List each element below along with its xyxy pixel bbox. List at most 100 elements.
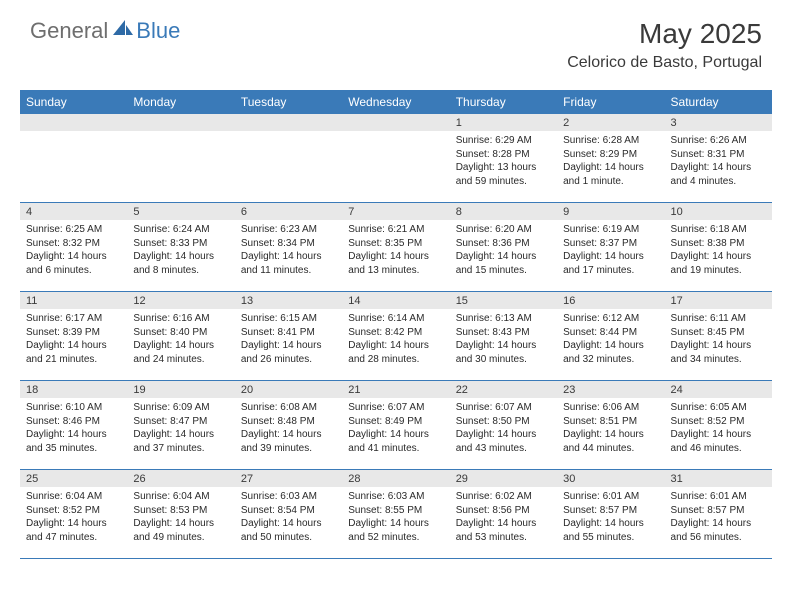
daylight-text: Daylight: 14 hours and 56 minutes. bbox=[671, 517, 766, 544]
day-header: Sunday bbox=[20, 90, 127, 114]
sunrise-text: Sunrise: 6:11 AM bbox=[671, 312, 766, 326]
day-number bbox=[127, 114, 234, 131]
daylight-text: Daylight: 14 hours and 44 minutes. bbox=[563, 428, 658, 455]
daylight-text: Daylight: 14 hours and 15 minutes. bbox=[456, 250, 551, 277]
day-number: 2 bbox=[557, 114, 664, 131]
brand-text-gray: General bbox=[30, 18, 108, 44]
daylight-text: Daylight: 14 hours and 46 minutes. bbox=[671, 428, 766, 455]
sunrise-text: Sunrise: 6:26 AM bbox=[671, 134, 766, 148]
week-row: 4Sunrise: 6:25 AMSunset: 8:32 PMDaylight… bbox=[20, 203, 772, 292]
day-cell: 22Sunrise: 6:07 AMSunset: 8:50 PMDayligh… bbox=[450, 381, 557, 469]
day-cell: 10Sunrise: 6:18 AMSunset: 8:38 PMDayligh… bbox=[665, 203, 772, 291]
sunset-text: Sunset: 8:41 PM bbox=[241, 326, 336, 340]
day-body: Sunrise: 6:08 AMSunset: 8:48 PMDaylight:… bbox=[235, 398, 342, 459]
day-body: Sunrise: 6:02 AMSunset: 8:56 PMDaylight:… bbox=[450, 487, 557, 548]
day-number: 19 bbox=[127, 381, 234, 398]
brand-text-blue: Blue bbox=[136, 18, 180, 44]
sunrise-text: Sunrise: 6:13 AM bbox=[456, 312, 551, 326]
day-cell bbox=[235, 114, 342, 202]
sunrise-text: Sunrise: 6:04 AM bbox=[133, 490, 228, 504]
sunset-text: Sunset: 8:29 PM bbox=[563, 148, 658, 162]
day-cell: 9Sunrise: 6:19 AMSunset: 8:37 PMDaylight… bbox=[557, 203, 664, 291]
sunset-text: Sunset: 8:53 PM bbox=[133, 504, 228, 518]
day-cell: 31Sunrise: 6:01 AMSunset: 8:57 PMDayligh… bbox=[665, 470, 772, 558]
day-number: 21 bbox=[342, 381, 449, 398]
day-number: 1 bbox=[450, 114, 557, 131]
sunset-text: Sunset: 8:49 PM bbox=[348, 415, 443, 429]
sunset-text: Sunset: 8:47 PM bbox=[133, 415, 228, 429]
day-header: Friday bbox=[557, 90, 664, 114]
day-body: Sunrise: 6:03 AMSunset: 8:54 PMDaylight:… bbox=[235, 487, 342, 548]
day-cell bbox=[20, 114, 127, 202]
day-cell: 16Sunrise: 6:12 AMSunset: 8:44 PMDayligh… bbox=[557, 292, 664, 380]
week-row: 11Sunrise: 6:17 AMSunset: 8:39 PMDayligh… bbox=[20, 292, 772, 381]
day-number: 11 bbox=[20, 292, 127, 309]
day-body: Sunrise: 6:17 AMSunset: 8:39 PMDaylight:… bbox=[20, 309, 127, 370]
sunset-text: Sunset: 8:35 PM bbox=[348, 237, 443, 251]
sunrise-text: Sunrise: 6:07 AM bbox=[456, 401, 551, 415]
day-number: 5 bbox=[127, 203, 234, 220]
day-number: 17 bbox=[665, 292, 772, 309]
day-body: Sunrise: 6:06 AMSunset: 8:51 PMDaylight:… bbox=[557, 398, 664, 459]
day-cell bbox=[342, 114, 449, 202]
sunrise-text: Sunrise: 6:12 AM bbox=[563, 312, 658, 326]
sunrise-text: Sunrise: 6:17 AM bbox=[26, 312, 121, 326]
day-cell: 20Sunrise: 6:08 AMSunset: 8:48 PMDayligh… bbox=[235, 381, 342, 469]
day-body: Sunrise: 6:04 AMSunset: 8:53 PMDaylight:… bbox=[127, 487, 234, 548]
day-header: Wednesday bbox=[342, 90, 449, 114]
daylight-text: Daylight: 14 hours and 24 minutes. bbox=[133, 339, 228, 366]
day-body: Sunrise: 6:11 AMSunset: 8:45 PMDaylight:… bbox=[665, 309, 772, 370]
daylight-text: Daylight: 14 hours and 17 minutes. bbox=[563, 250, 658, 277]
sunset-text: Sunset: 8:40 PM bbox=[133, 326, 228, 340]
day-body: Sunrise: 6:07 AMSunset: 8:50 PMDaylight:… bbox=[450, 398, 557, 459]
day-cell: 12Sunrise: 6:16 AMSunset: 8:40 PMDayligh… bbox=[127, 292, 234, 380]
day-cell: 29Sunrise: 6:02 AMSunset: 8:56 PMDayligh… bbox=[450, 470, 557, 558]
sunrise-text: Sunrise: 6:01 AM bbox=[671, 490, 766, 504]
sunset-text: Sunset: 8:36 PM bbox=[456, 237, 551, 251]
day-body: Sunrise: 6:01 AMSunset: 8:57 PMDaylight:… bbox=[557, 487, 664, 548]
sunset-text: Sunset: 8:50 PM bbox=[456, 415, 551, 429]
sunrise-text: Sunrise: 6:19 AM bbox=[563, 223, 658, 237]
daylight-text: Daylight: 14 hours and 37 minutes. bbox=[133, 428, 228, 455]
day-body: Sunrise: 6:18 AMSunset: 8:38 PMDaylight:… bbox=[665, 220, 772, 281]
day-body: Sunrise: 6:14 AMSunset: 8:42 PMDaylight:… bbox=[342, 309, 449, 370]
sunrise-text: Sunrise: 6:05 AM bbox=[671, 401, 766, 415]
day-body: Sunrise: 6:21 AMSunset: 8:35 PMDaylight:… bbox=[342, 220, 449, 281]
day-number: 18 bbox=[20, 381, 127, 398]
sunrise-text: Sunrise: 6:18 AM bbox=[671, 223, 766, 237]
day-cell: 13Sunrise: 6:15 AMSunset: 8:41 PMDayligh… bbox=[235, 292, 342, 380]
sunrise-text: Sunrise: 6:02 AM bbox=[456, 490, 551, 504]
daylight-text: Daylight: 14 hours and 34 minutes. bbox=[671, 339, 766, 366]
day-number: 27 bbox=[235, 470, 342, 487]
day-cell: 19Sunrise: 6:09 AMSunset: 8:47 PMDayligh… bbox=[127, 381, 234, 469]
day-cell: 25Sunrise: 6:04 AMSunset: 8:52 PMDayligh… bbox=[20, 470, 127, 558]
daylight-text: Daylight: 14 hours and 43 minutes. bbox=[456, 428, 551, 455]
daylight-text: Daylight: 14 hours and 13 minutes. bbox=[348, 250, 443, 277]
sunrise-text: Sunrise: 6:24 AM bbox=[133, 223, 228, 237]
sunset-text: Sunset: 8:28 PM bbox=[456, 148, 551, 162]
sunrise-text: Sunrise: 6:25 AM bbox=[26, 223, 121, 237]
day-number: 30 bbox=[557, 470, 664, 487]
day-cell: 4Sunrise: 6:25 AMSunset: 8:32 PMDaylight… bbox=[20, 203, 127, 291]
daylight-text: Daylight: 14 hours and 26 minutes. bbox=[241, 339, 336, 366]
day-cell: 17Sunrise: 6:11 AMSunset: 8:45 PMDayligh… bbox=[665, 292, 772, 380]
sunset-text: Sunset: 8:57 PM bbox=[671, 504, 766, 518]
sunrise-text: Sunrise: 6:08 AM bbox=[241, 401, 336, 415]
sunrise-text: Sunrise: 6:07 AM bbox=[348, 401, 443, 415]
sunrise-text: Sunrise: 6:15 AM bbox=[241, 312, 336, 326]
day-header: Thursday bbox=[450, 90, 557, 114]
day-body: Sunrise: 6:09 AMSunset: 8:47 PMDaylight:… bbox=[127, 398, 234, 459]
day-number: 16 bbox=[557, 292, 664, 309]
day-header-row: Sunday Monday Tuesday Wednesday Thursday… bbox=[20, 90, 772, 114]
sunrise-text: Sunrise: 6:10 AM bbox=[26, 401, 121, 415]
sunrise-text: Sunrise: 6:23 AM bbox=[241, 223, 336, 237]
day-cell: 21Sunrise: 6:07 AMSunset: 8:49 PMDayligh… bbox=[342, 381, 449, 469]
day-cell: 27Sunrise: 6:03 AMSunset: 8:54 PMDayligh… bbox=[235, 470, 342, 558]
day-cell: 28Sunrise: 6:03 AMSunset: 8:55 PMDayligh… bbox=[342, 470, 449, 558]
daylight-text: Daylight: 14 hours and 47 minutes. bbox=[26, 517, 121, 544]
daylight-text: Daylight: 14 hours and 55 minutes. bbox=[563, 517, 658, 544]
day-number: 25 bbox=[20, 470, 127, 487]
day-cell: 23Sunrise: 6:06 AMSunset: 8:51 PMDayligh… bbox=[557, 381, 664, 469]
daylight-text: Daylight: 14 hours and 35 minutes. bbox=[26, 428, 121, 455]
day-number: 26 bbox=[127, 470, 234, 487]
